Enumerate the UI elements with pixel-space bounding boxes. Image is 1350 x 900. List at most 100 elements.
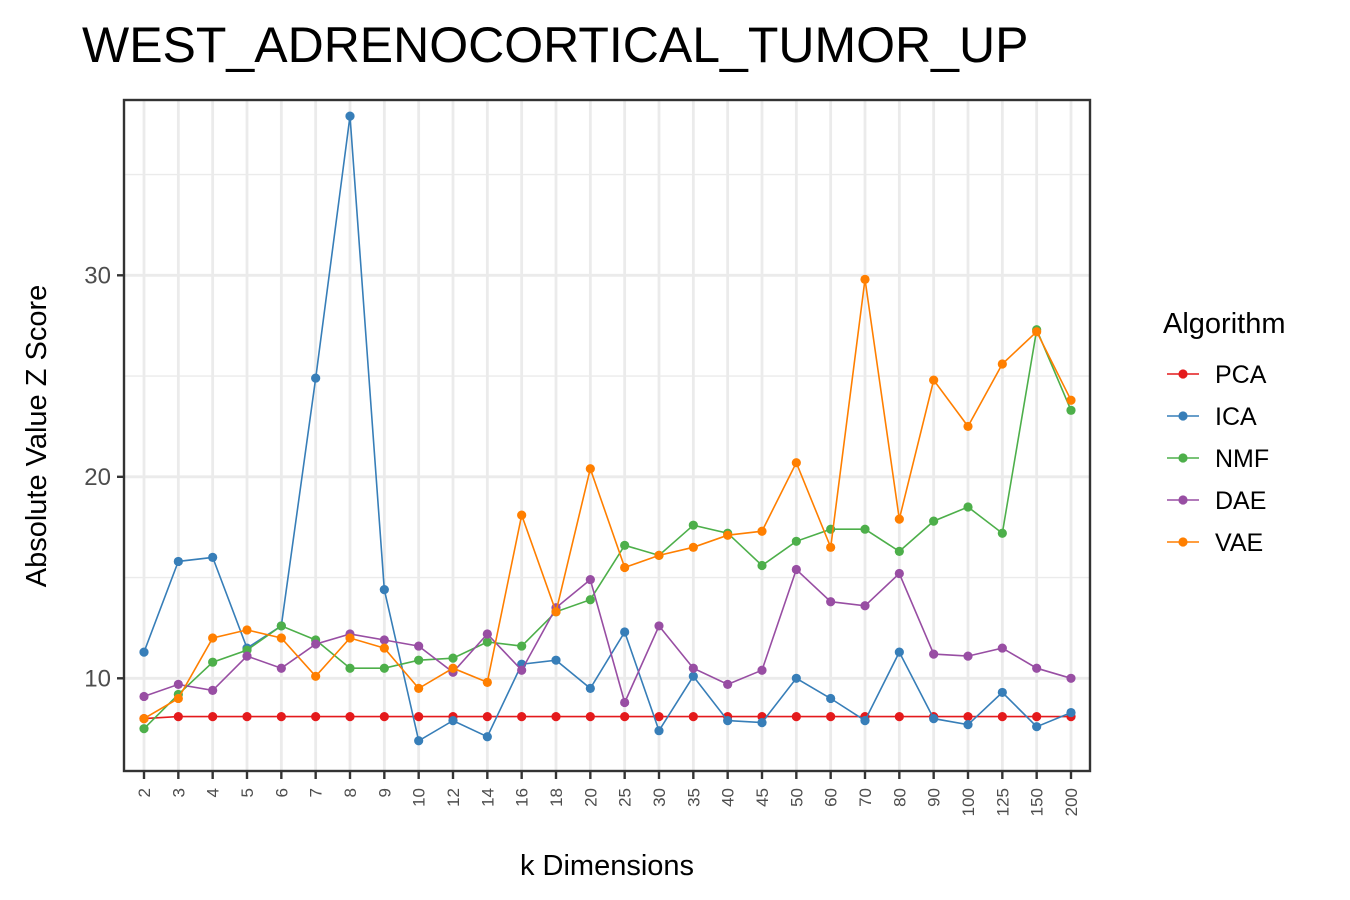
data-point — [208, 657, 218, 667]
data-point — [585, 574, 595, 585]
data-point — [585, 464, 595, 474]
data-point — [620, 627, 630, 637]
data-point — [585, 683, 595, 693]
data-point — [723, 679, 733, 689]
data-point — [894, 647, 904, 657]
data-point — [414, 655, 424, 665]
data-point — [791, 536, 801, 546]
data-point — [276, 711, 286, 722]
data-point — [757, 560, 767, 571]
data-point — [826, 711, 836, 722]
legend-label: VAE — [1215, 529, 1263, 557]
data-point — [311, 373, 321, 383]
data-point — [379, 711, 389, 722]
x-tick-label: 40 — [719, 788, 738, 807]
x-tick-label: 125 — [993, 788, 1012, 816]
data-point — [963, 711, 973, 722]
chart-title: WEST_ADRENOCORTICAL_TUMOR_UP — [82, 17, 1028, 73]
series-line — [143, 279, 1072, 720]
data-point — [1066, 707, 1076, 718]
data-point — [894, 514, 904, 524]
data-point — [620, 711, 630, 722]
x-tick-label: 4 — [204, 788, 223, 797]
data-point — [448, 716, 458, 726]
data-point — [654, 550, 664, 560]
data-point — [517, 711, 527, 722]
x-tick-label: 80 — [890, 788, 909, 807]
y-axis: 10 20 30 — [84, 262, 124, 692]
y-axis-title: Absolute Value Z Score — [21, 285, 53, 588]
data-point — [139, 647, 149, 657]
data-point — [688, 663, 698, 673]
data-point — [482, 732, 492, 742]
data-point — [997, 643, 1007, 653]
legend-swatch-point — [1178, 411, 1188, 421]
legend-item-pca: PCA — [1167, 361, 1267, 389]
data-point — [276, 633, 286, 643]
data-point — [860, 716, 870, 726]
legend-item-ica: ICA — [1167, 403, 1257, 431]
data-point — [345, 111, 355, 121]
data-point — [929, 714, 939, 724]
data-point — [997, 359, 1007, 369]
data-point — [1032, 722, 1042, 732]
legend-label: ICA — [1215, 403, 1257, 431]
data-point — [963, 502, 973, 512]
data-point — [242, 625, 252, 635]
data-point — [551, 655, 561, 665]
data-point — [1032, 663, 1042, 673]
data-point — [860, 274, 870, 284]
x-tick-label: 10 — [410, 788, 429, 807]
data-point — [997, 528, 1007, 538]
data-point — [414, 641, 424, 651]
data-point — [791, 673, 801, 683]
series-ica — [139, 111, 1076, 746]
x-tick-label: 35 — [684, 788, 703, 807]
data-point — [139, 691, 149, 702]
data-point — [1066, 405, 1076, 415]
legend: Algorithm PCA ICA NMF DAE VAE — [1163, 308, 1286, 557]
series-nmf — [139, 325, 1076, 734]
data-point — [551, 607, 561, 617]
x-tick-label: 25 — [616, 788, 635, 807]
x-tick-label: 5 — [238, 788, 257, 797]
x-tick-label: 90 — [925, 788, 944, 807]
data-point — [1032, 327, 1042, 337]
series-layer — [139, 111, 1076, 746]
x-tick-label: 100 — [959, 788, 978, 816]
x-tick-label: 2 — [135, 788, 154, 797]
data-point — [517, 510, 527, 520]
data-point — [654, 726, 664, 736]
y-tick-label: 10 — [84, 665, 111, 692]
data-point — [379, 663, 389, 673]
data-point — [826, 597, 836, 607]
series-line — [143, 715, 1071, 720]
data-point — [482, 677, 492, 687]
data-point — [379, 643, 389, 653]
data-point — [173, 711, 183, 722]
data-point — [139, 714, 149, 724]
data-point — [1066, 395, 1076, 405]
data-point — [860, 524, 870, 534]
data-point — [242, 711, 252, 722]
legend-label: PCA — [1215, 361, 1267, 389]
data-point — [517, 641, 527, 651]
x-tick-label: 200 — [1062, 788, 1081, 816]
data-point — [688, 711, 698, 722]
data-point — [208, 685, 218, 695]
data-point — [963, 421, 973, 432]
x-tick-label: 60 — [822, 788, 841, 807]
x-tick-label: 50 — [787, 788, 806, 807]
legend-item-nmf: NMF — [1167, 445, 1269, 473]
data-point — [894, 568, 904, 579]
series-line — [143, 115, 1072, 743]
data-point — [379, 585, 389, 595]
data-point — [517, 665, 527, 675]
legend-swatch-point — [1178, 537, 1188, 547]
data-point — [482, 637, 492, 647]
data-point — [723, 530, 733, 540]
legend-swatch-point — [1178, 495, 1188, 505]
data-point — [654, 621, 664, 631]
data-point — [688, 542, 698, 552]
